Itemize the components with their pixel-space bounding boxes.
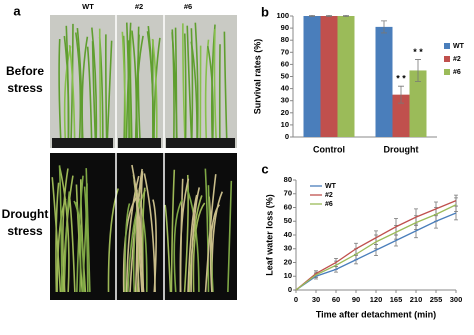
legend-label: #6 (325, 201, 333, 208)
x-tick-label: 0 (294, 295, 298, 304)
significance-mark: * * (396, 74, 406, 84)
y-tick-label: 50 (284, 216, 292, 225)
row-label: stress (7, 224, 43, 238)
y-tick-label: 50 (281, 71, 289, 80)
x-tick-label: 165 (390, 295, 403, 304)
y-tick-label: 80 (284, 175, 292, 184)
x-tick-label: 255 (430, 295, 443, 304)
x-tick-label: 210 (410, 295, 423, 304)
row-label: stress (7, 81, 43, 95)
row-label: Drought (2, 207, 49, 221)
legend-swatch (444, 43, 450, 49)
y-tick-label: 20 (284, 257, 292, 266)
y-tick-label: 30 (281, 96, 289, 105)
y-tick-label: 30 (284, 244, 292, 253)
significance-mark: * * (413, 47, 423, 57)
y-tick-label: 10 (284, 271, 292, 280)
y-tick-label: 70 (281, 47, 289, 56)
legend-label: WT (453, 43, 465, 50)
bar (338, 16, 355, 137)
x-tick-label: 30 (312, 295, 320, 304)
x-tick-label: 120 (370, 295, 383, 304)
y-tick-label: 70 (284, 189, 292, 198)
y-tick-label: 10 (281, 120, 289, 129)
panel-label: c (261, 161, 268, 176)
bar (304, 16, 321, 137)
bar (376, 27, 393, 137)
plant-blade (100, 29, 101, 140)
y-tick-label: 100 (276, 11, 289, 20)
bar (321, 16, 338, 137)
plant-blade (106, 34, 107, 140)
y-axis-title: Survival rates (%) (252, 39, 262, 115)
x-tick-label: 60 (332, 295, 340, 304)
legend-label: #2 (325, 192, 333, 199)
x-tick-label: Drought (384, 144, 419, 154)
x-tick-label: 90 (352, 295, 360, 304)
legend-label: #6 (453, 69, 461, 76)
y-tick-label: 40 (281, 84, 289, 93)
row-label: Before (6, 64, 44, 78)
photo-panel (50, 15, 237, 300)
y-tick-label: 40 (284, 230, 292, 239)
y-tick-label: 0 (285, 132, 289, 141)
plant-blade (176, 28, 177, 140)
y-tick-label: 90 (281, 23, 289, 32)
y-tick-label: 20 (281, 108, 289, 117)
y-tick-label: 80 (281, 35, 289, 44)
pot (52, 138, 113, 148)
column-label: #2 (135, 2, 143, 11)
y-axis-title: Leaf water loss (%) (264, 194, 274, 276)
y-tick-label: 60 (284, 202, 292, 211)
pot (166, 138, 235, 148)
panel-label: b (261, 4, 269, 19)
panel-label: a (13, 3, 21, 18)
column-label: #6 (184, 2, 192, 11)
y-tick-label: 0 (288, 285, 292, 294)
legend-label: WT (325, 183, 337, 190)
x-tick-label: 300 (450, 295, 463, 304)
y-tick-label: 60 (281, 59, 289, 68)
column-label: WT (82, 2, 94, 11)
legend-swatch (444, 56, 450, 62)
legend-label: #2 (453, 56, 461, 63)
legend-swatch (444, 69, 450, 75)
x-axis-title: Time after detachment (min) (316, 309, 436, 319)
pot (118, 138, 161, 148)
x-tick-label: Control (313, 144, 345, 154)
